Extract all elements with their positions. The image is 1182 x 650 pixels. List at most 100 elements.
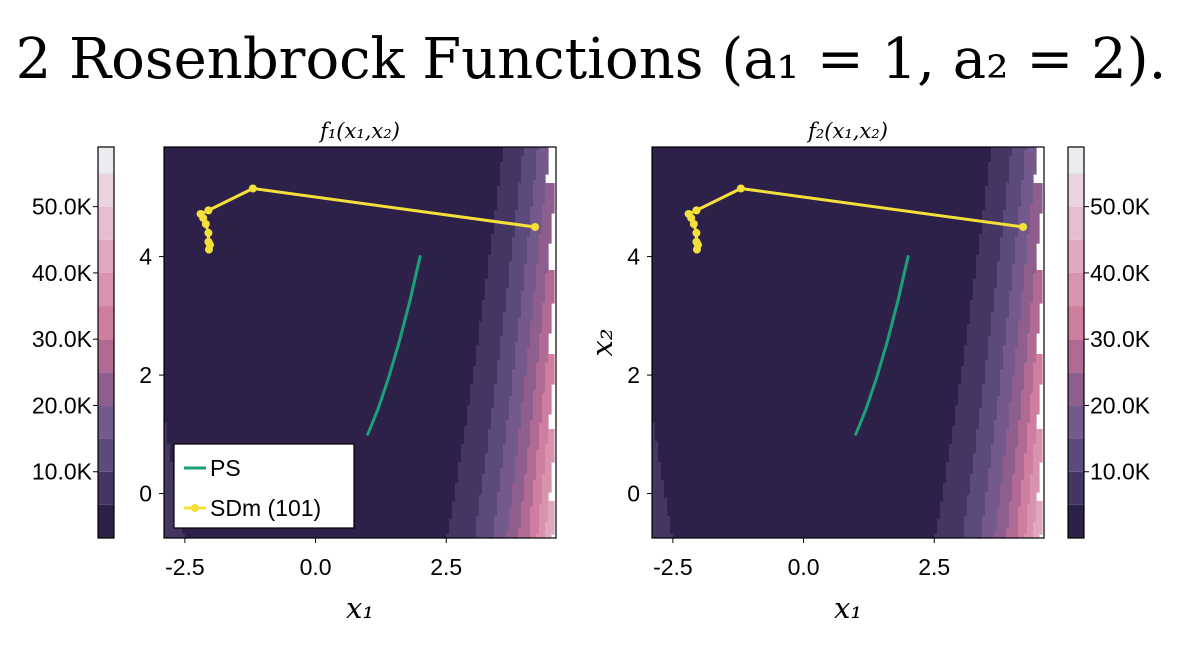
contour-cell bbox=[500, 180, 522, 184]
contour-cell bbox=[1024, 387, 1034, 391]
contour-cell bbox=[1003, 360, 1016, 364]
contour-cell bbox=[167, 441, 465, 445]
contour-cell bbox=[536, 264, 549, 268]
contour-cell bbox=[988, 342, 1007, 346]
contour-cell bbox=[536, 168, 549, 172]
contour-cell bbox=[1030, 417, 1037, 421]
contour-cell bbox=[539, 528, 546, 532]
contour-cell bbox=[515, 465, 528, 469]
contour-cell bbox=[533, 297, 546, 301]
contour-cell bbox=[500, 183, 519, 187]
contour-cell bbox=[164, 327, 480, 331]
contour-cell bbox=[494, 390, 513, 394]
contour-cell bbox=[1018, 519, 1028, 523]
contour-cell bbox=[485, 453, 504, 457]
contour-cell bbox=[1015, 372, 1025, 376]
contour-cell bbox=[518, 531, 531, 535]
contour-cell bbox=[1033, 447, 1043, 451]
contour-cell bbox=[973, 471, 989, 475]
contour-cell bbox=[470, 387, 495, 391]
contour-cell bbox=[545, 462, 552, 466]
contour-cell bbox=[530, 444, 540, 448]
contour-cell bbox=[1006, 441, 1019, 445]
contour-cell bbox=[500, 489, 513, 493]
contour-cell bbox=[1033, 525, 1043, 529]
contour-cell bbox=[1018, 216, 1031, 220]
contour-cell bbox=[164, 207, 498, 211]
contour-cell bbox=[1036, 513, 1043, 517]
contour-cell bbox=[500, 474, 516, 478]
contour-cell bbox=[652, 405, 956, 409]
contour-cell bbox=[506, 426, 522, 430]
contour-cell bbox=[164, 441, 168, 445]
contour-cell bbox=[1033, 522, 1043, 526]
contour-cell bbox=[524, 474, 537, 478]
contour-cell bbox=[652, 195, 986, 199]
contour-cell bbox=[530, 531, 540, 535]
contour-cell bbox=[545, 450, 555, 454]
contour-cell bbox=[1024, 474, 1031, 478]
contour-cell bbox=[509, 408, 522, 412]
contour-cell bbox=[1036, 354, 1043, 358]
contour-cell bbox=[506, 288, 525, 292]
contour-cell bbox=[997, 402, 1010, 406]
contour-cell bbox=[1024, 363, 1034, 367]
contour-cell bbox=[937, 525, 965, 529]
contour-cell bbox=[976, 432, 995, 436]
contour-cell bbox=[500, 354, 516, 358]
contour-cell bbox=[521, 513, 531, 517]
contour-cell bbox=[1000, 483, 1013, 487]
contour-cell bbox=[545, 471, 552, 475]
series-layer bbox=[684, 184, 1028, 436]
contour-cell bbox=[509, 417, 522, 421]
contour-cell bbox=[479, 507, 498, 511]
contour-cell bbox=[1003, 213, 1019, 217]
contour-cell bbox=[985, 495, 1001, 499]
contour-cell bbox=[497, 186, 519, 190]
contour-cell bbox=[1006, 204, 1022, 208]
contour-cell bbox=[1009, 303, 1022, 307]
contour-cell bbox=[503, 321, 519, 325]
contour-cell bbox=[533, 315, 543, 319]
contour-cell bbox=[991, 312, 1010, 316]
contour-cell bbox=[982, 519, 998, 523]
contour-cell bbox=[536, 363, 546, 367]
contour-cell bbox=[545, 522, 555, 526]
contour-cell bbox=[524, 288, 537, 292]
contour-cell bbox=[164, 471, 174, 475]
contour-cell bbox=[545, 366, 555, 370]
contour-cell bbox=[479, 330, 504, 334]
contour-cell bbox=[497, 510, 510, 514]
contour-cell bbox=[1027, 507, 1037, 511]
contour-cell bbox=[164, 234, 492, 238]
contour-cell bbox=[652, 432, 656, 436]
contour-cell bbox=[1012, 288, 1025, 292]
contour-cell bbox=[545, 291, 555, 295]
contour-cell bbox=[937, 531, 965, 535]
contour-cell bbox=[164, 330, 480, 334]
contour-cell bbox=[1033, 297, 1043, 301]
contour-cell bbox=[536, 279, 546, 283]
contour-cell bbox=[1018, 444, 1028, 448]
legend-marker bbox=[191, 504, 199, 512]
contour-cell bbox=[1018, 432, 1028, 436]
contour-cell bbox=[1021, 300, 1034, 304]
contour-cell bbox=[1006, 333, 1019, 337]
contour-cell bbox=[652, 399, 959, 403]
contour-fill bbox=[164, 147, 555, 538]
contour-cell bbox=[1015, 351, 1028, 355]
contour-cell bbox=[652, 291, 974, 295]
series-layer bbox=[196, 184, 540, 436]
contour-cell bbox=[652, 408, 956, 412]
contour-cell bbox=[1018, 534, 1025, 538]
contour-cell bbox=[518, 204, 534, 208]
contour-cell bbox=[652, 492, 665, 496]
contour-cell bbox=[1006, 327, 1019, 331]
contour-cell bbox=[946, 465, 974, 469]
contour-cell bbox=[997, 396, 1013, 400]
contour-cell bbox=[530, 234, 540, 238]
contour-cell bbox=[518, 324, 531, 328]
colorbar-tick-label: 30.0K bbox=[32, 326, 93, 352]
contour-cell bbox=[494, 405, 510, 409]
contour-cell bbox=[542, 474, 552, 478]
